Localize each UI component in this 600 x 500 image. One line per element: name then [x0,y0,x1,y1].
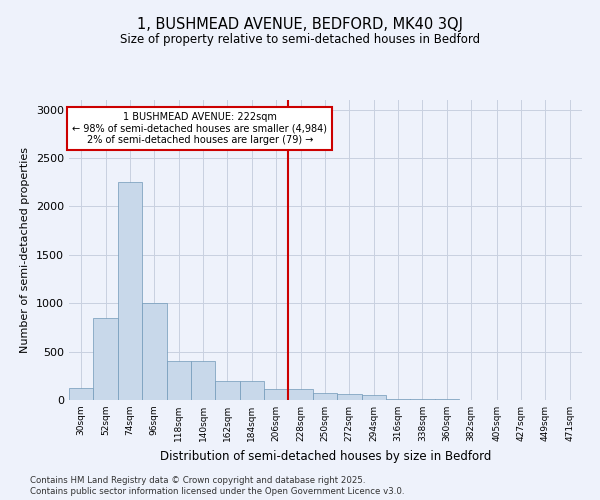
Bar [362,395,386,400]
Bar [94,318,118,400]
Bar [264,390,289,400]
Bar [410,399,434,400]
Bar [313,393,337,400]
Bar [386,398,410,400]
Bar [434,399,459,400]
Text: 1 BUSHMEAD AVENUE: 222sqm
← 98% of semi-detached houses are smaller (4,984)
2% o: 1 BUSHMEAD AVENUE: 222sqm ← 98% of semi-… [72,112,327,145]
Bar [239,380,264,400]
Bar [167,362,191,400]
Text: Contains public sector information licensed under the Open Government Licence v3: Contains public sector information licen… [30,488,404,496]
Bar [69,388,94,400]
X-axis label: Distribution of semi-detached houses by size in Bedford: Distribution of semi-detached houses by … [160,450,491,462]
Bar [337,394,362,400]
Text: Contains HM Land Registry data © Crown copyright and database right 2025.: Contains HM Land Registry data © Crown c… [30,476,365,485]
Text: 1, BUSHMEAD AVENUE, BEDFORD, MK40 3QJ: 1, BUSHMEAD AVENUE, BEDFORD, MK40 3QJ [137,18,463,32]
Bar [118,182,142,400]
Bar [142,303,167,400]
Y-axis label: Number of semi-detached properties: Number of semi-detached properties [20,147,31,353]
Text: Size of property relative to semi-detached houses in Bedford: Size of property relative to semi-detach… [120,32,480,46]
Bar [289,390,313,400]
Bar [191,362,215,400]
Bar [215,380,239,400]
